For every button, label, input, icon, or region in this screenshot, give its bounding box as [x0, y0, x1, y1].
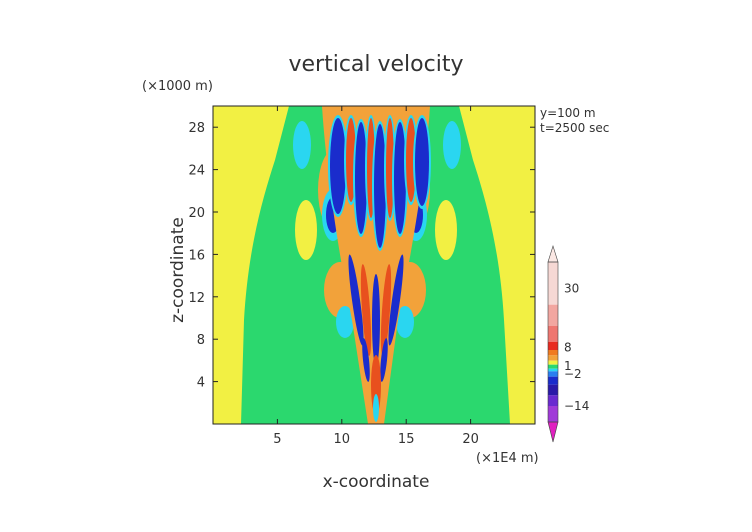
y-tick-label: 16 — [188, 248, 205, 263]
velocity-streak — [386, 118, 394, 218]
colorbar-band — [548, 262, 558, 305]
updraft-side-cell — [443, 121, 461, 169]
x-axis: 5 10 15 20 — [273, 106, 479, 447]
x-axis-title: x-coordinate — [323, 472, 430, 492]
side-lobe — [295, 200, 317, 260]
filament — [380, 264, 392, 356]
colorbar-label: 1 — [564, 359, 572, 373]
filament — [388, 254, 404, 346]
plume-base — [373, 394, 379, 422]
annotation-t: t=2500 sec — [540, 121, 609, 135]
colorbar-band — [548, 360, 558, 365]
colorbar-band — [548, 371, 558, 377]
velocity-streak — [374, 124, 386, 248]
colorbar-band — [548, 364, 558, 369]
y-tick-label: 12 — [188, 291, 205, 306]
colorbar-band — [548, 368, 558, 372]
colorbar-label: −2 — [564, 367, 582, 381]
colorbar-max-arrow — [547, 244, 559, 263]
filament — [362, 338, 370, 382]
colorbar-band — [548, 376, 558, 385]
colorbar-band — [548, 326, 558, 342]
y-tick-label: 24 — [188, 164, 205, 179]
y-tick-label: 20 — [188, 206, 205, 221]
velocity-streak — [355, 122, 367, 234]
updraft-side-cell — [293, 121, 311, 169]
y-tick-label: 4 — [197, 376, 205, 391]
plot-area — [213, 106, 535, 424]
colorbar-band — [548, 350, 558, 356]
colorbar-frame — [547, 261, 559, 423]
plot-frame — [212, 105, 536, 425]
colorbar-band — [548, 395, 558, 406]
y-axis: 4 8 12 16 20 24 28 — [188, 121, 535, 391]
plume-core — [371, 355, 381, 415]
filament — [380, 338, 388, 382]
velocity-streak — [415, 118, 429, 206]
colorbar-band — [548, 342, 558, 350]
x-tick-label: 15 — [398, 432, 415, 447]
x-tick-label: 20 — [462, 432, 479, 447]
x-tick-label: 10 — [334, 432, 351, 447]
y-axis-title: z-coordinate — [168, 217, 188, 323]
velocity-streak — [394, 122, 406, 234]
y-unit-label: (×1000 m) — [142, 79, 213, 94]
field-structures — [293, 106, 461, 424]
x-unit-label: (×1E4 m) — [476, 451, 539, 466]
colorbar-label: 8 — [564, 340, 572, 354]
colorbar-label: −14 — [564, 399, 589, 413]
colorbar-band — [548, 384, 558, 396]
y-tick-label: 8 — [197, 333, 205, 348]
y-tick-label: 28 — [188, 121, 205, 136]
side-lobe — [435, 200, 457, 260]
negative-lobe — [396, 306, 414, 338]
x-tick-label: 5 — [273, 432, 281, 447]
negative-lobe — [336, 306, 354, 338]
filament — [360, 264, 372, 356]
colorbar: 30 8 1−2 −14 — [547, 244, 589, 443]
colorbar-band — [548, 355, 558, 361]
colorbar-band — [548, 406, 558, 422]
velocity-streak — [330, 118, 346, 214]
colorbar-label: 30 — [564, 282, 579, 296]
velocity-streak — [406, 118, 416, 202]
chart-title: vertical velocity — [288, 52, 463, 77]
colorbar-band — [548, 304, 558, 326]
colorbar-min-arrow — [547, 421, 559, 443]
annotation-y: y=100 m — [540, 106, 596, 120]
filament — [372, 274, 380, 366]
filament — [348, 254, 364, 346]
